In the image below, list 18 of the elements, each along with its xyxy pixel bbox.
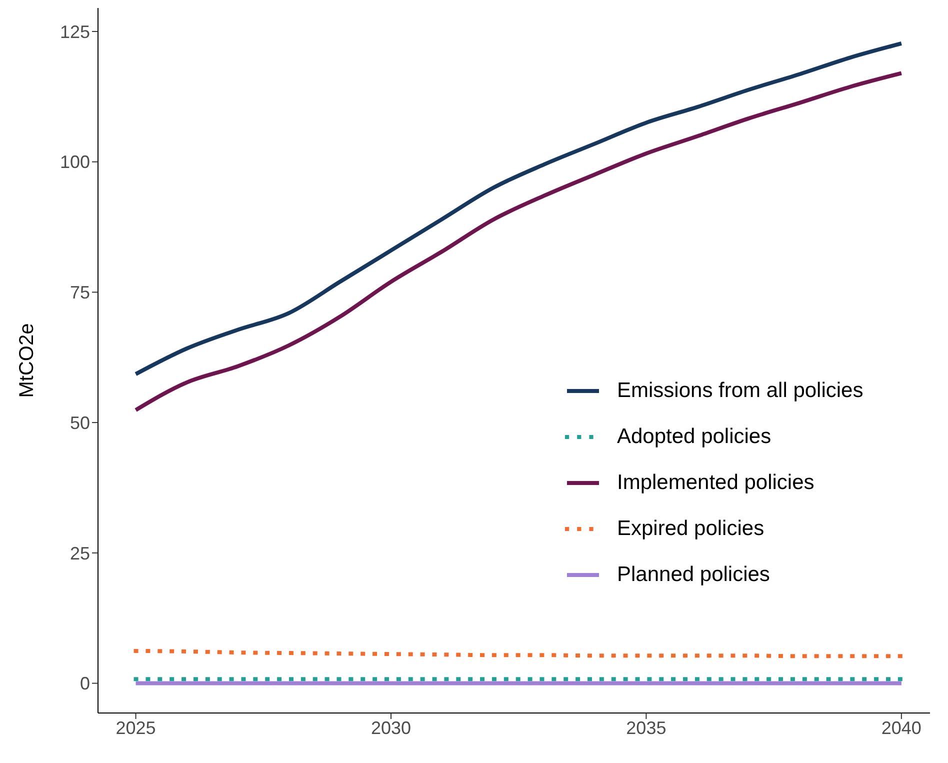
x-tick-label: 2035 — [626, 718, 666, 738]
y-tick-label: 25 — [70, 543, 90, 564]
line-series — [134, 41, 904, 376]
y-tick-label: 50 — [70, 412, 90, 433]
legend-label: Planned policies — [617, 563, 770, 587]
y-tick-label: 100 — [60, 152, 90, 172]
y-axis-title: MtCO2e — [16, 323, 38, 398]
legend-label: Emissions from all policies — [617, 379, 864, 403]
legend-label: Adopted policies — [617, 425, 772, 449]
legend-label: Expired policies — [617, 517, 764, 541]
y-tick-label: 125 — [60, 22, 90, 42]
line-series — [134, 71, 904, 412]
x-tick-label: 2040 — [881, 718, 922, 738]
y-tick-label: 0 — [80, 674, 90, 694]
x-tick-label: 2025 — [116, 718, 156, 738]
x-tick-label: 2030 — [370, 718, 412, 738]
y-tick-label: 75 — [70, 282, 90, 303]
legend-label: Implemented policies — [617, 471, 814, 495]
